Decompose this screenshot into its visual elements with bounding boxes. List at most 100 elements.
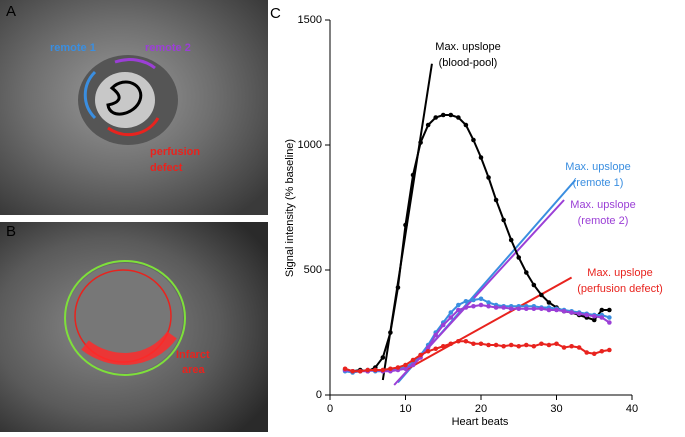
- upslope-line: [405, 276, 573, 371]
- data-point: [524, 342, 529, 348]
- series-line: [344, 114, 610, 373]
- data-point: [591, 351, 597, 357]
- data-point: [546, 307, 552, 313]
- data-point: [599, 348, 605, 354]
- data-point: [561, 345, 567, 350]
- data-point: [539, 306, 544, 312]
- annotation: Infarct: [176, 349, 210, 361]
- data-point: [607, 320, 612, 325]
- data-point: [425, 345, 431, 350]
- upslope-label: (remote 1): [573, 177, 624, 189]
- data-point: [403, 362, 408, 368]
- data-point: [591, 317, 597, 323]
- y-tick-label: 0: [316, 389, 322, 401]
- data-point: [456, 115, 461, 120]
- data-point: [478, 302, 484, 308]
- data-point: [591, 313, 597, 319]
- data-point: [531, 282, 537, 288]
- data-point: [410, 362, 416, 368]
- data-point: [584, 350, 589, 355]
- data-point: [448, 310, 454, 315]
- data-point: [508, 237, 514, 243]
- data-point: [524, 270, 529, 275]
- data-point: [584, 312, 589, 318]
- data-point: [425, 122, 431, 128]
- upslope-label: Max. upslope: [570, 199, 635, 211]
- annotation: remote 1: [50, 42, 96, 54]
- panel-label: A: [6, 3, 16, 20]
- data-point: [440, 112, 446, 118]
- upslope-label: (blood-pool): [439, 57, 498, 69]
- data-point: [403, 222, 408, 228]
- upslope-label: Max. upslope: [587, 267, 652, 279]
- data-point: [433, 332, 439, 338]
- image-a: [0, 0, 268, 215]
- data-point: [373, 367, 378, 373]
- upslope-label: (perfusion defect): [577, 283, 663, 295]
- annotation: area: [182, 364, 206, 376]
- data-point: [463, 338, 469, 344]
- data-point: [607, 307, 612, 313]
- data-point: [486, 342, 491, 348]
- data-point: [456, 307, 461, 313]
- data-point: [410, 172, 416, 178]
- data-point: [342, 366, 348, 372]
- x-axis-label: Heart beats: [452, 416, 509, 428]
- data-point: [463, 305, 469, 310]
- data-point: [448, 341, 454, 347]
- data-point: [486, 303, 491, 309]
- data-point: [501, 305, 506, 310]
- data-point: [433, 346, 439, 352]
- upslope-label: Max. upslope: [435, 41, 500, 53]
- data-point: [463, 122, 469, 128]
- data-point: [478, 341, 484, 347]
- y-tick-label: 1500: [298, 14, 322, 26]
- data-point: [508, 306, 514, 312]
- data-point: [493, 305, 499, 310]
- data-point: [501, 217, 506, 223]
- data-point: [357, 368, 363, 374]
- data-point: [471, 137, 476, 143]
- image-b: [0, 222, 268, 432]
- data-point: [380, 355, 386, 360]
- data-point: [501, 343, 506, 349]
- x-tick-label: 30: [550, 403, 562, 415]
- panel-label: B: [6, 223, 16, 240]
- y-tick-label: 1000: [298, 139, 322, 151]
- data-point: [569, 343, 574, 349]
- data-point: [380, 367, 386, 373]
- data-point: [576, 345, 582, 350]
- data-point: [493, 342, 499, 348]
- x-tick-label: 40: [626, 403, 638, 415]
- data-point: [433, 115, 439, 120]
- data-point: [531, 306, 537, 312]
- data-point: [471, 341, 476, 347]
- data-point: [448, 315, 454, 320]
- series-line: [344, 303, 610, 373]
- data-point: [539, 341, 544, 347]
- annotation: remote 2: [145, 42, 191, 54]
- data-point: [599, 315, 605, 320]
- data-point: [456, 338, 461, 344]
- y-axis-label: Signal intensity (% baseline): [284, 139, 296, 277]
- data-point: [471, 303, 476, 309]
- y-tick-label: 500: [304, 264, 322, 276]
- data-point: [516, 343, 522, 349]
- data-point: [448, 112, 454, 118]
- data-point: [554, 307, 559, 313]
- data-point: [418, 352, 423, 358]
- data-point: [478, 296, 484, 302]
- upslope-label: Max. upslope: [565, 161, 630, 173]
- data-point: [388, 330, 393, 335]
- data-point: [607, 315, 612, 320]
- data-point: [569, 310, 574, 315]
- data-point: [478, 155, 484, 160]
- x-tick-label: 0: [327, 403, 333, 415]
- data-point: [607, 347, 612, 353]
- data-point: [546, 300, 552, 305]
- data-point: [395, 285, 401, 290]
- data-point: [440, 343, 446, 349]
- data-point: [516, 255, 522, 260]
- data-point: [576, 311, 582, 317]
